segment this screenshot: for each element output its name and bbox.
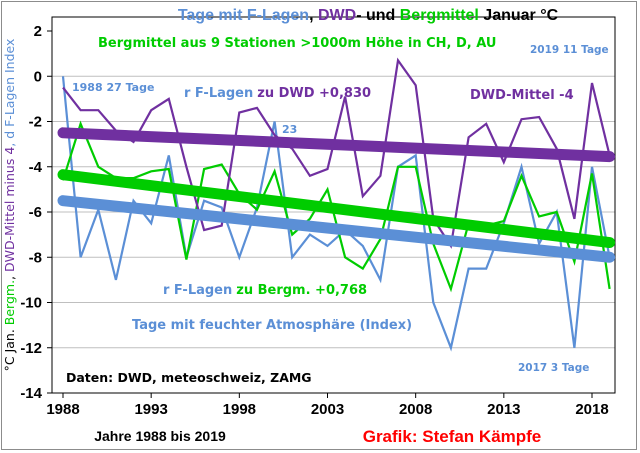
y-tick-label: -2 <box>29 114 42 131</box>
y-tick-label: -8 <box>29 249 42 266</box>
r-dwd-annotation: r F-Lagen zu DWD +0,830 <box>184 86 371 101</box>
y-tick-label: -12 <box>20 340 42 357</box>
bergmittel-annotation: Bergmittel aus 9 Stationen >1000m Höhe i… <box>98 36 497 51</box>
trend-line <box>57 195 616 263</box>
trend-line <box>57 169 616 249</box>
trend-line <box>57 127 616 163</box>
y-tick-label: -6 <box>29 204 42 221</box>
dwd-mittel-annotation: DWD-Mittel -4 <box>470 88 574 103</box>
y-axis-label: °C Jan. Bergm., DWD-Mittel minus 4, d F-… <box>2 39 17 372</box>
index-annotation: Tage mit feuchter Atmosphäre (Index) <box>132 318 412 333</box>
ylabel-part: °C Jan. <box>2 325 17 371</box>
source-annotation: Daten: DWD, meteoschweiz, ZAMG <box>66 370 312 385</box>
ylabel-part: Bergm. <box>2 280 17 325</box>
first-year-annotation: 1988 27 Tage <box>72 81 154 94</box>
x-tick-label: 2003 <box>311 401 344 418</box>
title-part: Bergmittel <box>400 7 479 24</box>
series-line <box>61 120 611 293</box>
y-tick-label: -10 <box>20 295 42 312</box>
r-dwd-suffix: zu DWD +0,830 <box>257 86 371 101</box>
min-year-annotation: 2017 3 Tage <box>518 362 589 374</box>
title-part: Januar °C <box>479 7 559 24</box>
chart-title: Tage mit F-Lagen, DWD- und Bergmittel Ja… <box>178 7 559 24</box>
y-tick-label: -4 <box>29 159 43 176</box>
x-tick-label: 2018 <box>575 401 608 418</box>
value-2000-annotation: 23 <box>282 123 297 136</box>
last-year-annotation: 2019 11 Tage <box>530 44 609 56</box>
y-tick-label: -14 <box>20 385 42 402</box>
ylabel-part: , <box>2 272 17 280</box>
ylabel-part: DWD-Mittel minus 4 <box>2 147 17 272</box>
title-part: , <box>309 7 318 24</box>
r-berg-annotation: r F-Lagen zu Bergm. +0,768 <box>163 283 367 298</box>
trend-lines <box>57 127 616 263</box>
x-tick-label: 2008 <box>399 401 432 418</box>
title-part: DWD <box>318 7 356 24</box>
r-berg-suffix: zu Bergm. +0,768 <box>236 283 367 298</box>
y-tick-label: 0 <box>34 68 42 85</box>
r-dwd-prefix: r F-Lagen <box>184 86 253 101</box>
series-line <box>62 57 611 249</box>
r-berg-prefix: r F-Lagen <box>163 283 232 298</box>
title-part: Tage mit F-Lagen <box>178 7 309 24</box>
credit-annotation: Grafik: Stefan Kämpfe <box>363 427 542 446</box>
x-tick-label: 2013 <box>487 401 520 418</box>
x-tick-label: 1988 <box>46 401 79 418</box>
ylabel-part: , d F-Lagen Index <box>2 39 17 147</box>
title-part: - und <box>356 7 400 24</box>
y-tick-label: 2 <box>34 23 42 40</box>
x-tick-label: 1993 <box>134 401 167 418</box>
x-tick-label: 1998 <box>223 401 256 418</box>
x-axis-label: Jahre 1988 bis 2019 <box>94 428 226 444</box>
